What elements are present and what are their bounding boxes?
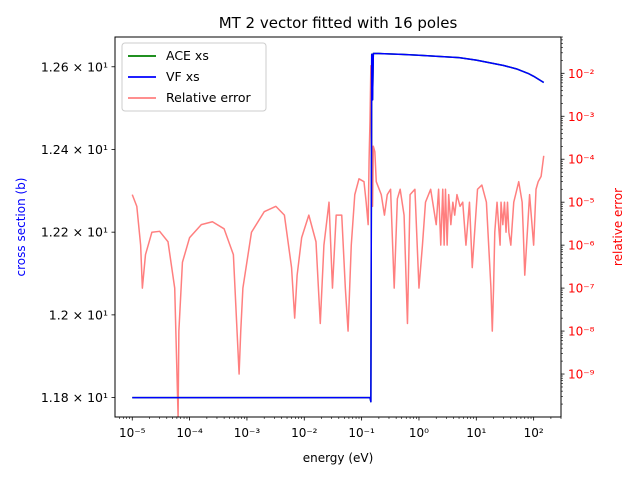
chart-title: MT 2 vector fitted with 16 poles bbox=[219, 14, 458, 32]
left-tick-label: 1.24 × 10¹ bbox=[41, 142, 108, 157]
series-line-vf-xs bbox=[132, 52, 545, 403]
x-axis-label: energy (eV) bbox=[303, 451, 374, 465]
right-tick-label: 10⁻⁹ bbox=[568, 368, 595, 382]
x-tick-label: 10⁻¹ bbox=[348, 426, 375, 440]
x-tick-label: 10¹ bbox=[466, 426, 486, 440]
right-axis-ticks: 10⁻⁹ 10⁻⁸ 10⁻⁷ 10⁻⁶ 10⁻⁵ 10⁻⁴ 10⁻³ 10⁻² bbox=[561, 36, 595, 405]
legend: ACE xs VF xs Relative error bbox=[121, 42, 267, 112]
right-tick-label: 10⁻⁴ bbox=[568, 153, 595, 167]
left-axis-label: cross section (b) bbox=[14, 178, 28, 277]
x-tick-label: 10⁻² bbox=[291, 426, 318, 440]
right-tick-label: 10⁻³ bbox=[568, 110, 595, 124]
right-tick-label: 10⁻⁸ bbox=[568, 325, 595, 339]
plot-frame bbox=[114, 36, 562, 418]
legend-label-vf: VF xs bbox=[166, 69, 200, 84]
right-axis-label: relative error bbox=[611, 188, 625, 266]
left-tick-label: 1.26 × 10¹ bbox=[41, 59, 108, 74]
left-tick-label: 1.18 × 10¹ bbox=[41, 390, 108, 405]
series-line-relative-error bbox=[131, 64, 545, 417]
right-tick-label: 10⁻⁶ bbox=[568, 239, 595, 253]
series-layer bbox=[131, 52, 545, 417]
right-tick-label: 10⁻² bbox=[568, 67, 595, 81]
x-axis-ticks: 10⁻⁵ 10⁻⁴ 10⁻³ 10⁻² 10⁻¹ 10⁰ 10¹ 10² bbox=[119, 417, 562, 440]
legend-box bbox=[121, 42, 267, 112]
x-tick-label: 10⁻⁵ bbox=[119, 426, 146, 440]
x-tick-label: 10⁻⁴ bbox=[176, 426, 203, 440]
x-tick-label: 10⁻³ bbox=[234, 426, 261, 440]
left-axis-ticks: 1.18 × 10¹ 1.2 × 10¹ 1.22 × 10¹ 1.24 × 10¹ 1… bbox=[41, 59, 115, 405]
right-tick-label: 10⁻⁷ bbox=[568, 282, 595, 296]
legend-label-ace: ACE xs bbox=[166, 48, 209, 63]
x-tick-label: 10⁰ bbox=[409, 426, 429, 440]
left-tick-label: 1.22 × 10¹ bbox=[41, 225, 108, 240]
x-tick-label: 10² bbox=[524, 426, 544, 440]
legend-label-error: Relative error bbox=[166, 90, 252, 105]
left-tick-label: 1.2 × 10¹ bbox=[49, 307, 108, 322]
right-tick-label: 10⁻⁵ bbox=[568, 196, 595, 210]
